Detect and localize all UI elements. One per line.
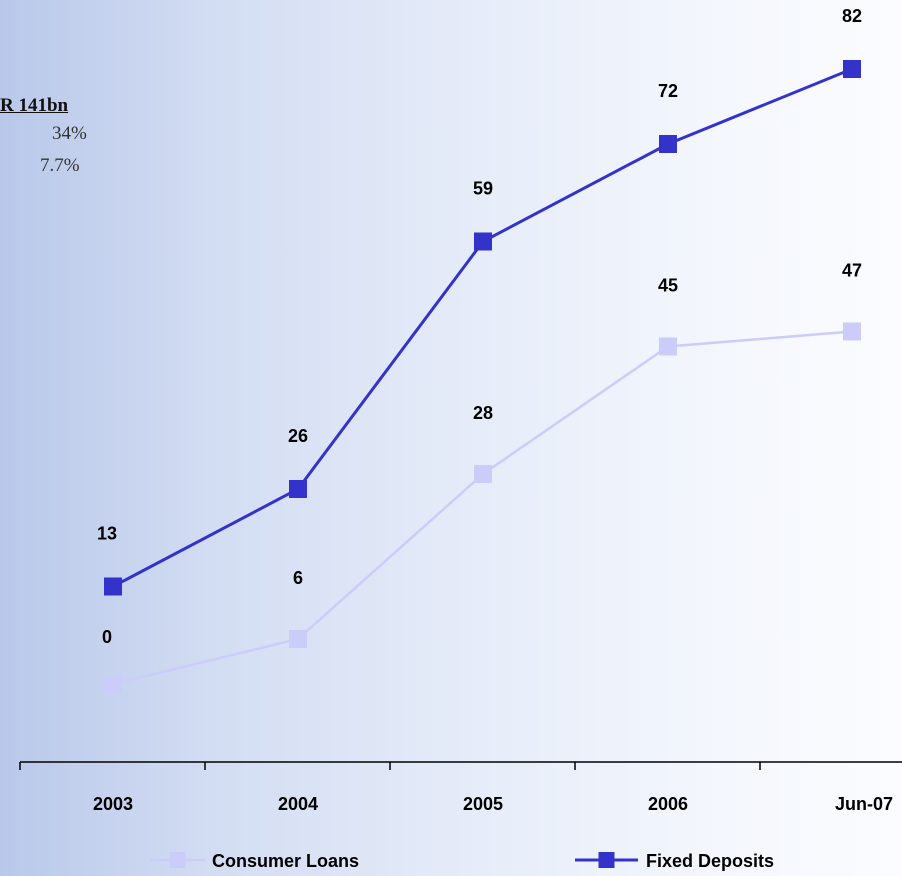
data-label: 59 bbox=[473, 179, 493, 199]
legend-label: Consumer Loans bbox=[212, 851, 359, 871]
x-tick-label: 2004 bbox=[278, 794, 318, 814]
data-point-marker bbox=[659, 135, 677, 153]
data-label: 28 bbox=[473, 403, 493, 423]
data-label: 47 bbox=[842, 261, 862, 281]
data-point-marker bbox=[289, 480, 307, 498]
x-tick-label: 2006 bbox=[648, 794, 688, 814]
x-tick-label: 2003 bbox=[93, 794, 133, 814]
side-note-line-2: 7.7% bbox=[40, 155, 80, 176]
data-point-marker bbox=[104, 577, 122, 596]
data-label: 0 bbox=[102, 627, 112, 647]
legend-label: Fixed Deposits bbox=[646, 851, 774, 871]
side-note-line-1: 34% bbox=[52, 123, 87, 144]
data-point-marker bbox=[474, 232, 492, 251]
data-label: 6 bbox=[293, 568, 303, 588]
side-note-headline: R 141bn bbox=[0, 95, 69, 116]
data-label: 72 bbox=[658, 81, 678, 101]
series-line-fixed-deposits bbox=[112, 67, 853, 588]
data-point-marker bbox=[843, 60, 861, 78]
data-point-marker bbox=[289, 630, 307, 648]
data-label: 26 bbox=[288, 426, 308, 446]
x-tick-label: Jun-07 bbox=[835, 794, 893, 814]
x-tick-label: 2005 bbox=[463, 794, 503, 814]
data-label: 13 bbox=[97, 524, 117, 544]
legend-marker bbox=[169, 852, 186, 868]
data-label: 82 bbox=[842, 6, 862, 26]
data-label: 45 bbox=[658, 276, 678, 296]
legend-marker bbox=[598, 852, 615, 868]
data-point-marker bbox=[659, 337, 677, 356]
series-line-consumer-loans bbox=[112, 330, 853, 686]
data-point-marker bbox=[843, 322, 861, 341]
data-point-marker bbox=[104, 675, 122, 693]
data-point-marker bbox=[474, 465, 492, 483]
